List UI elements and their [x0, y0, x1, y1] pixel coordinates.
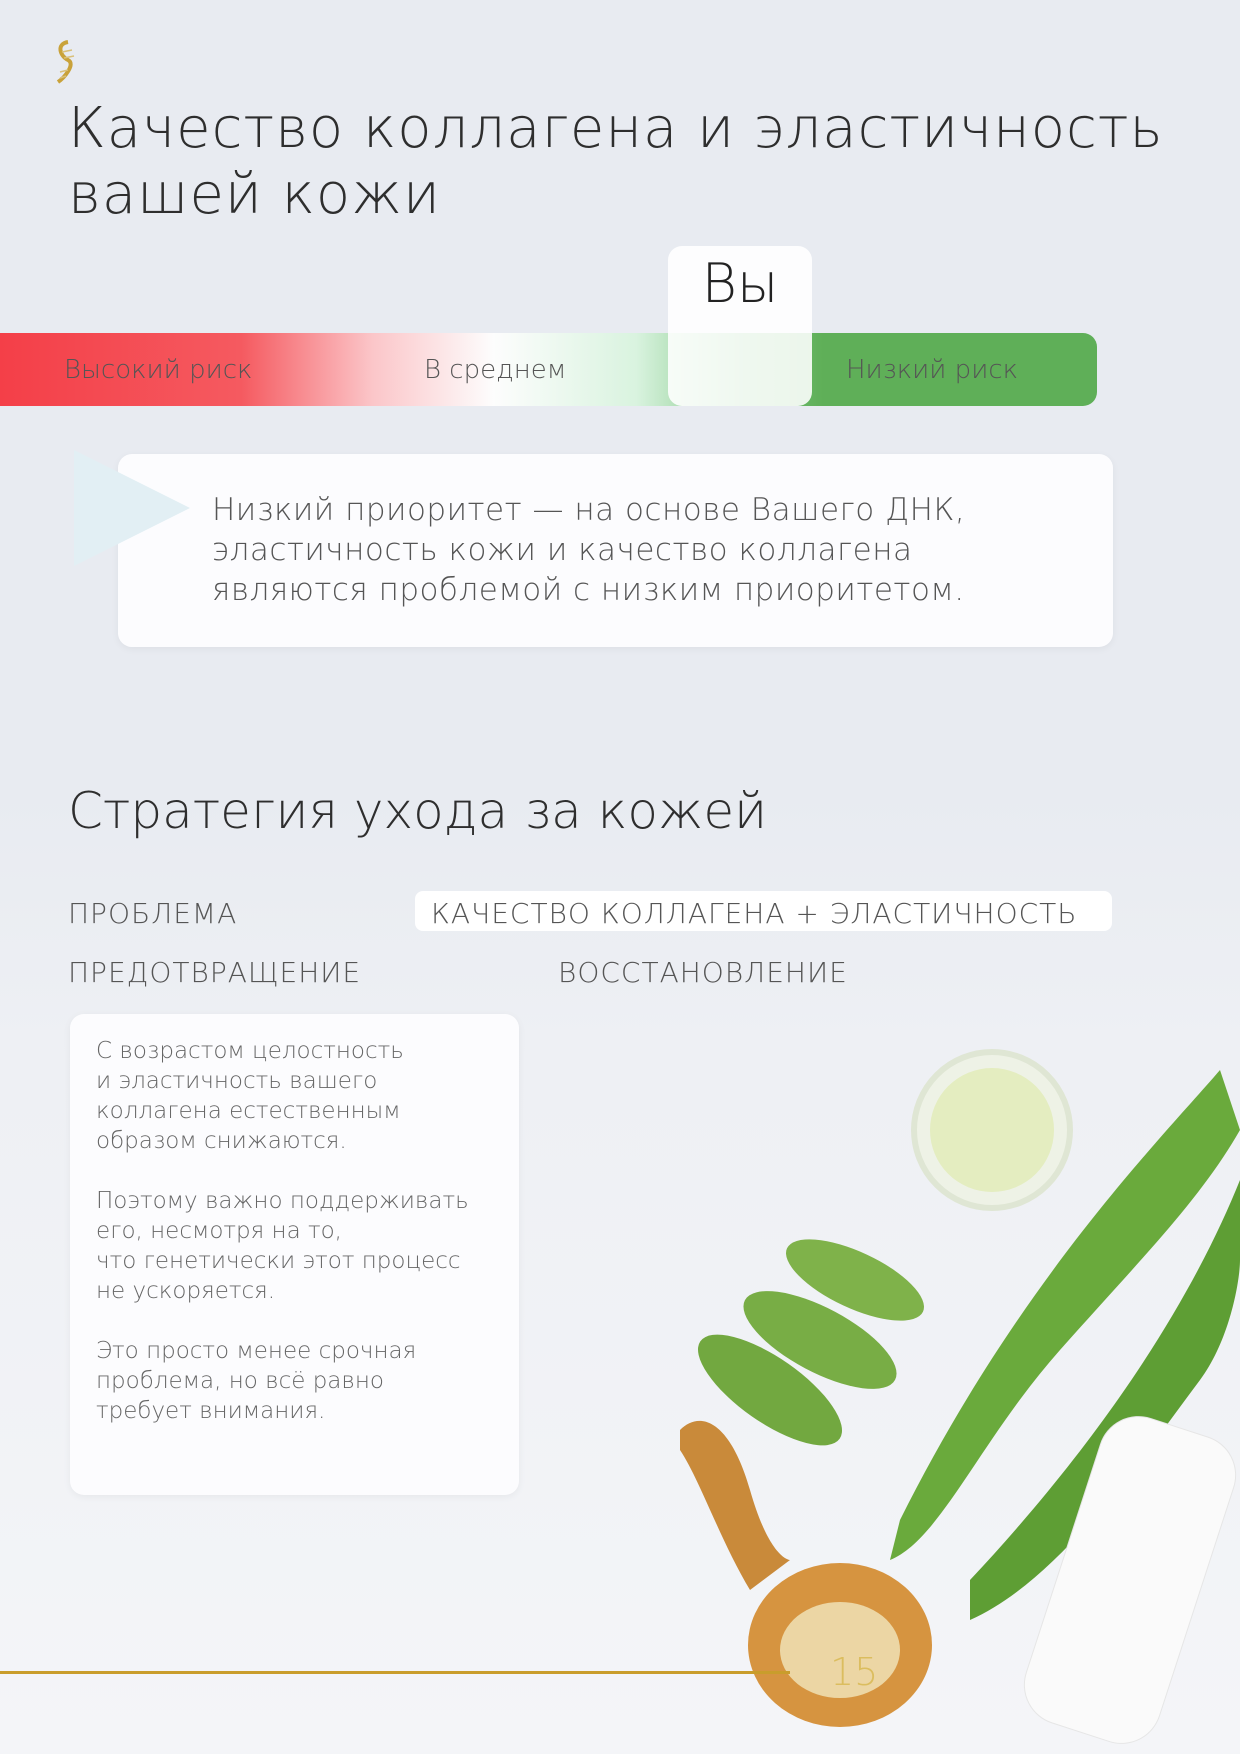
paragraph: Это просто менее срочная проблема, но вс… — [96, 1338, 417, 1424]
note-line: являются проблемой с низким приоритетом. — [212, 572, 965, 608]
prevention-label: ПРЕДОТВРАЩЕНИЕ — [68, 956, 362, 989]
dna-helix-logo — [56, 40, 75, 84]
prevention-card — [70, 1014, 519, 1495]
problem-label: ПРОБЛЕМА — [68, 897, 238, 930]
note-line: эластичность кожи и качество коллагена — [212, 532, 913, 568]
strategy-title: Стратегия ухода за кожей — [68, 782, 768, 840]
paragraph: Поэтому важно поддерживать его, несмотря… — [96, 1188, 469, 1304]
problem-value: КАЧЕСТВО КОЛЛАГЕНА + ЭЛАСТИЧНОСТЬ — [431, 897, 1078, 930]
footer-rule — [0, 1671, 790, 1674]
risk-label-high: Высокий риск — [64, 355, 253, 385]
recovery-label: ВОССТАНОВЛЕНИЕ — [558, 956, 848, 989]
title-line: вашей кожи — [68, 162, 441, 227]
priority-note-card — [118, 454, 1113, 647]
problem-value-pill — [415, 891, 1112, 931]
play-triangle-icon — [74, 450, 190, 566]
paragraph: С возрастом целостность и эластичность в… — [96, 1038, 404, 1154]
aloe-vera-photo — [680, 1049, 1240, 1744]
risk-label-low: Низкий риск — [846, 355, 1019, 385]
title-line: Качество коллагена и эластичность — [68, 96, 1164, 161]
risk-label-average: В среднем — [424, 355, 567, 385]
prevention-text: С возрастом целостность и эластичность в… — [96, 1036, 469, 1456]
you-marker-label: Вы — [701, 252, 779, 315]
page-title: Качество коллагена и эластичность вашей к… — [68, 96, 1164, 228]
page-number: 15 — [830, 1650, 879, 1694]
risk-scale-bar — [0, 333, 1097, 406]
note-line: Низкий приоритет — на основе Вашего ДНК, — [212, 492, 966, 528]
you-marker — [668, 246, 812, 406]
priority-note-text: Низкий приоритет — на основе Вашего ДНК,… — [212, 490, 965, 610]
